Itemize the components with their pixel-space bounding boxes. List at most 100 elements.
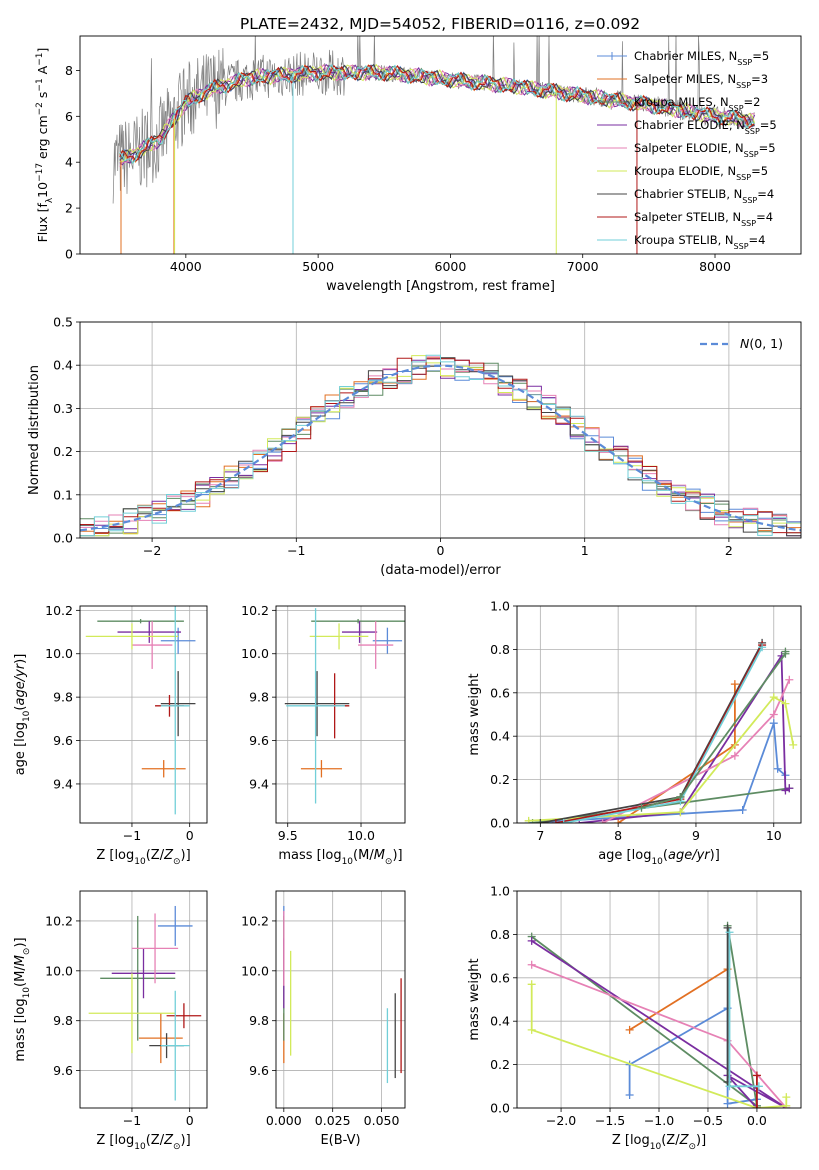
y-axis-label: Flux [fλ10−17 erg cm−2 s−1 A−1] [35, 48, 55, 243]
axes-frame [79, 35, 802, 255]
x-axis-label: Z [log10(Z/Z⊙)] [612, 1133, 706, 1152]
plus-marker [781, 647, 790, 656]
legend-entry: Chabrier ELODIE, NSSP=5 [634, 118, 777, 136]
plot-area [527, 921, 791, 1108]
legend-model: Chabrier ELODIE, N [634, 118, 745, 132]
x-tick-label: 7 [536, 828, 544, 843]
y-tick-label: 1.0 [490, 599, 510, 614]
x-axis-label-part: ⊙ [385, 857, 393, 867]
y-axis-label: mass [log10(M/M⊙)] [13, 937, 32, 1061]
y-tick-label: 0.4 [53, 358, 73, 373]
x-tick-label: 5000 [302, 259, 334, 274]
plus-marker [758, 643, 767, 652]
legend-nssp: =4 [749, 233, 766, 247]
model-line [119, 63, 755, 161]
x-axis-label-part: (Z/ [661, 1133, 680, 1148]
gridlines [517, 605, 801, 824]
chart-mass-vs-ebv: 0.000 0.025 0.050 9.6 9.8 10.0 10.2 E(B-V) [241, 890, 406, 1148]
plus-marker [785, 675, 794, 684]
plus-marker [769, 719, 778, 728]
x-axis-label-part: wavelength [Angstrom, rest frame] [326, 279, 555, 294]
plot-area [88, 905, 202, 1101]
plus-marker [625, 1090, 634, 1099]
x-axis-label-part: 10 [134, 1142, 146, 1152]
legend-sub: SSP [744, 150, 759, 159]
y-tick-label: 0.0 [53, 531, 73, 546]
x-axis-label-part: Z [679, 1133, 690, 1148]
x-axis-label: E(B-V) [320, 1133, 360, 1148]
x-tick-label: 2 [725, 543, 733, 558]
legend-entry: Chabrier STELIB, NSSP=4 [634, 187, 774, 205]
plus-marker [738, 805, 747, 814]
axes-frame [79, 890, 208, 1109]
legend-entry: Salpeter STELIB, NSSP=4 [634, 210, 773, 228]
y-tick-label: 1.0 [490, 884, 510, 899]
y-tick-label: 0 [65, 247, 73, 262]
plus-marker [723, 923, 732, 932]
plus-marker [773, 764, 782, 773]
x-tick-label: 9.5 [278, 828, 298, 843]
ylabel-part: ] [35, 48, 50, 53]
x-axis-label-part: ⊙ [173, 1142, 181, 1152]
legend-nssp: =5 [751, 164, 768, 178]
ylabel-part: Flux [f [35, 203, 50, 243]
y-axis-label-part: ( [13, 706, 28, 711]
y-tick-label: 9.8 [249, 1013, 269, 1028]
axes-frame [79, 321, 802, 539]
y-tick-label: 10.2 [241, 913, 269, 928]
x-axis-label: Z [log10(Z/Z⊙)] [96, 848, 190, 867]
y-tick-label: 0.8 [490, 927, 510, 942]
x-tick-label: 0.0 [747, 1113, 767, 1128]
y-tick-label: 0.0 [490, 1101, 510, 1116]
legend-nssp: =5 [752, 49, 769, 63]
model-line [119, 64, 756, 162]
x-tick-label: 7000 [567, 259, 599, 274]
x-axis-label: age [log10(age/yr)] [598, 848, 720, 867]
plus-marker [769, 693, 778, 702]
plus-marker [527, 936, 536, 945]
y-axis-label-part: age/yr [13, 662, 28, 705]
x-axis-label-part: Z [ [96, 1133, 114, 1148]
gridlines [80, 891, 207, 1108]
x-tick-label: 0.000 [266, 1113, 302, 1128]
y-axis-label-part: )] [13, 654, 28, 664]
y-tick-label: 9.6 [249, 733, 269, 748]
x-tick-label: 10.0 [347, 828, 375, 843]
y-tick-label: 4 [65, 155, 73, 170]
plus-marker [725, 928, 734, 937]
plus-marker [730, 751, 739, 760]
legend-nssp: =5 [759, 141, 776, 155]
legend-model: Kroupa ELODIE, N [634, 164, 736, 178]
plus-marker [754, 1082, 763, 1091]
ylabel-part: −1 [35, 78, 45, 91]
x-axis-label-part: Z [ [96, 848, 114, 863]
x-axis-label-part: mass [ [278, 848, 321, 863]
plot-area [85, 606, 196, 815]
x-axis-label: Z [log10(Z/Z⊙)] [96, 1133, 190, 1152]
x-axis-label-part: )] [181, 1133, 191, 1148]
x-axis-label-part: Z [ [612, 1133, 630, 1148]
plus-marker [559, 819, 568, 823]
plus-marker [524, 816, 533, 823]
y-axis-label: mass weight [467, 958, 482, 1040]
figure-title: PLATE=2432, MJD=54052, FIBERID=0116, z=0… [240, 15, 640, 33]
y-axis-label-part: Normed distribution [27, 365, 42, 495]
legend-sub: SSP [736, 173, 751, 182]
ylabel-part: 10 [35, 182, 50, 198]
gridlines [80, 321, 801, 539]
plus-marker [676, 808, 685, 817]
y-axis-label-part: 10 [22, 987, 32, 999]
legend-sub: SSP [745, 127, 760, 136]
x-axis-label-part: )] [181, 848, 191, 863]
x-axis-label: wavelength [Angstrom, rest frame] [326, 279, 555, 294]
x-tick-label: 1 [581, 543, 589, 558]
y-tick-label: 0.8 [490, 642, 510, 657]
y-tick-label: 0.4 [490, 1014, 510, 1029]
legend-model: Chabrier STELIB, N [634, 187, 742, 201]
y-axis-label: Normed distribution [27, 365, 42, 495]
x-axis-label-part: log [322, 848, 342, 863]
y-tick-label: 2 [65, 201, 73, 216]
axes-frame [516, 890, 802, 1109]
